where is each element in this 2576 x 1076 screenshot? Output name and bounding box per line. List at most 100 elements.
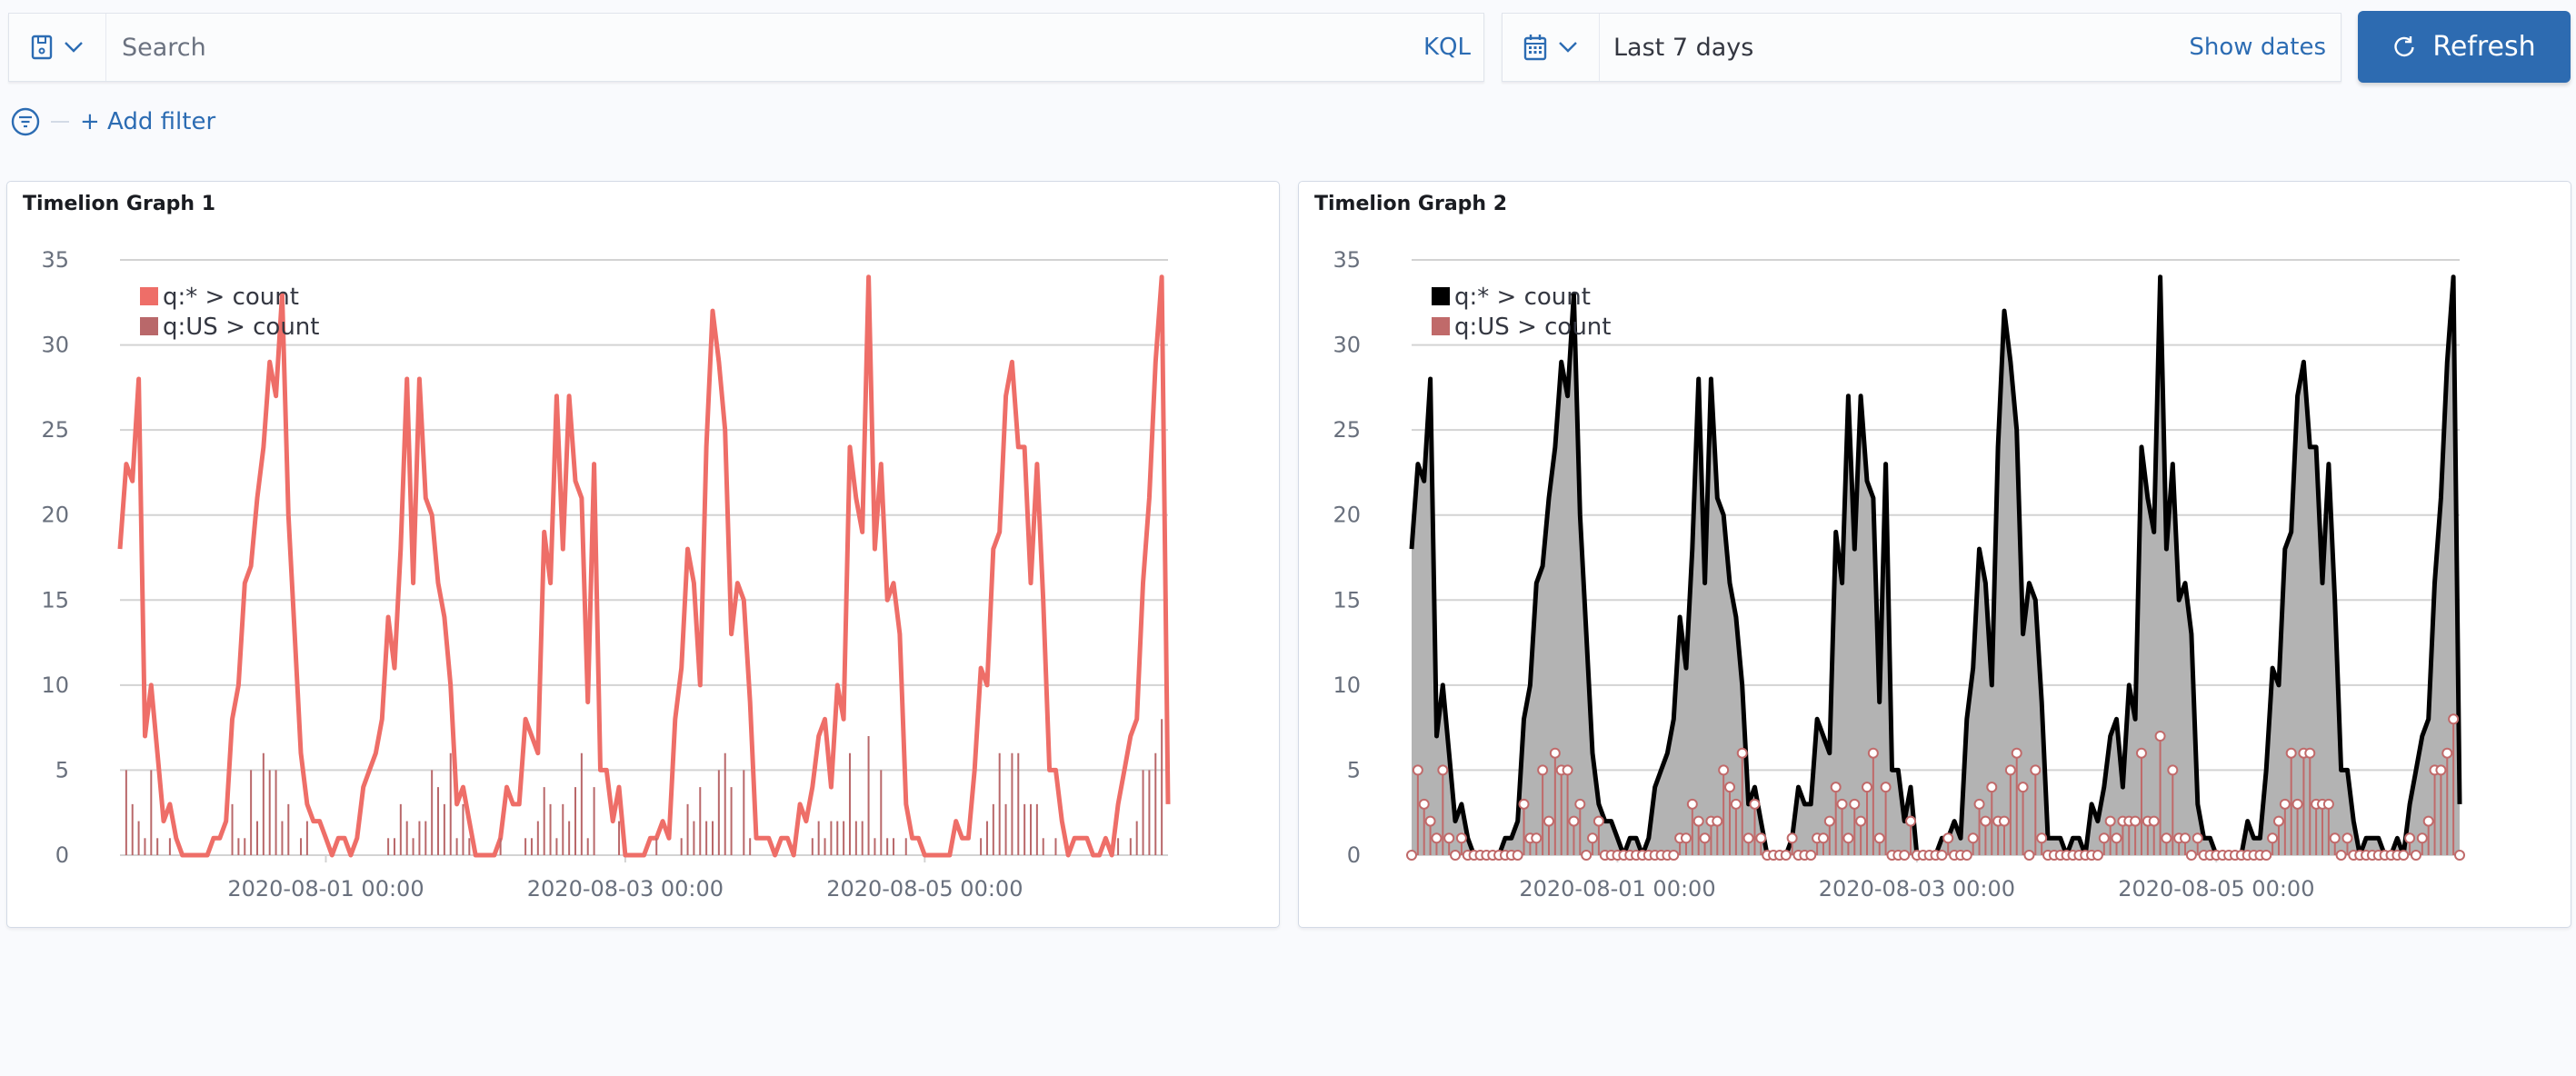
data-point — [1450, 850, 1462, 861]
data-point — [1936, 850, 1948, 861]
divider — [51, 121, 69, 123]
data-point — [1836, 798, 1848, 810]
saved-query-button[interactable] — [9, 14, 106, 81]
data-point — [2111, 832, 2122, 844]
legend-swatch — [1432, 317, 1450, 335]
show-dates-link[interactable]: Show dates — [2189, 34, 2326, 61]
y-tick-label: 0 — [55, 842, 69, 868]
filter-icon[interactable] — [11, 107, 40, 136]
data-point — [1899, 850, 1911, 861]
data-point — [2404, 832, 2416, 844]
x-tick-label: 2020-08-01 00:00 — [227, 876, 424, 902]
data-point — [2329, 832, 2341, 844]
y-tick-label: 20 — [1333, 503, 1361, 528]
data-point — [2023, 850, 2035, 861]
y-tick-label: 25 — [41, 417, 69, 443]
legend-swatch — [140, 317, 158, 335]
date-picker: Last 7 days Show dates — [1502, 13, 2341, 82]
data-point — [2410, 850, 2421, 861]
filter-bar: + Add filter — [11, 104, 215, 140]
data-point — [1587, 832, 1599, 844]
data-point — [1830, 782, 1842, 793]
data-point — [1680, 832, 1692, 844]
panel-title: Timelion Graph 2 — [1314, 193, 1508, 215]
data-point — [1562, 764, 1573, 776]
data-point — [1817, 832, 1829, 844]
data-point — [2279, 798, 2291, 810]
search-input[interactable] — [120, 32, 1351, 63]
data-point — [2036, 832, 2048, 844]
date-range-value[interactable]: Last 7 days — [1613, 33, 1754, 62]
data-point — [2322, 798, 2334, 810]
timelion-panel-2: Timelion Graph 2 0 5 10 15 20 25 30 35 2020-08-0… — [1298, 181, 2571, 928]
data-point — [2030, 764, 2042, 776]
data-point — [1443, 832, 1455, 844]
x-tick-label: 2020-08-03 00:00 — [1819, 876, 2015, 902]
x-tick-label: 2020-08-05 00:00 — [2118, 876, 2314, 902]
data-point — [1823, 815, 1835, 827]
series-line — [117, 274, 1171, 858]
data-point — [2335, 850, 2347, 861]
y-tick-label: 0 — [1347, 842, 1361, 868]
data-point — [2416, 832, 2428, 844]
data-point — [1742, 832, 1754, 844]
data-point — [2185, 850, 2197, 861]
add-filter-button[interactable]: + Add filter — [80, 108, 216, 135]
x-tick-label: 2020-08-01 00:00 — [1519, 876, 1715, 902]
data-point — [2454, 850, 2465, 861]
data-point — [2435, 764, 2447, 776]
y-tick-label: 10 — [1333, 672, 1361, 698]
y-tick-label: 35 — [41, 247, 69, 273]
x-tick-label: 2020-08-05 00:00 — [826, 876, 1023, 902]
data-point — [1455, 832, 1467, 844]
data-point — [2098, 832, 2110, 844]
data-point — [1998, 815, 2010, 827]
refresh-button[interactable]: Refresh — [2358, 11, 2571, 83]
data-point — [1855, 815, 1867, 827]
data-point — [1730, 798, 1742, 810]
data-point — [2267, 832, 2279, 844]
data-point — [1842, 832, 1854, 844]
y-tick-label: 20 — [41, 503, 69, 528]
y-tick-label: 5 — [1347, 757, 1361, 782]
data-point — [2192, 832, 2203, 844]
kql-toggle[interactable]: KQL — [1423, 34, 1471, 61]
y-tick-label: 25 — [1333, 417, 1361, 443]
y-tick-label: 30 — [1333, 333, 1361, 358]
refresh-label: Refresh — [2432, 31, 2536, 63]
x-tick-label: 2020-08-03 00:00 — [527, 876, 724, 902]
legend-swatch — [1432, 287, 1450, 305]
data-point — [1512, 850, 1523, 861]
data-point — [2272, 815, 2284, 827]
data-point — [2092, 850, 2103, 861]
data-point — [1518, 798, 1530, 810]
data-point — [1568, 815, 1580, 827]
data-point — [1849, 798, 1861, 810]
data-point — [1593, 815, 1604, 827]
data-point — [1699, 832, 1711, 844]
data-point — [1431, 832, 1443, 844]
data-point — [2154, 731, 2166, 742]
data-point — [1736, 747, 1748, 759]
y-tick-label: 10 — [41, 672, 69, 698]
data-point — [1867, 747, 1879, 759]
data-point — [1581, 850, 1593, 861]
data-point — [1873, 832, 1885, 844]
data-point — [2441, 747, 2453, 759]
y-tick-label: 5 — [55, 757, 69, 782]
data-point — [1749, 798, 1761, 810]
y-tick-label: 15 — [1333, 587, 1361, 613]
data-point — [2180, 832, 2192, 844]
quick-select-button[interactable] — [1503, 14, 1600, 81]
data-point — [2261, 850, 2272, 861]
data-point — [2448, 713, 2460, 725]
y-tick-label: 35 — [1333, 247, 1361, 273]
data-point — [1780, 850, 1792, 861]
legend-swatch — [140, 287, 158, 305]
data-point — [1755, 832, 1767, 844]
timelion-chart-2: 0 5 10 15 20 25 30 35 2020-08-01 00:00 2020-08-03… — [1333, 247, 2465, 902]
data-point — [1942, 832, 1954, 844]
data-point — [1724, 782, 1736, 793]
data-point — [2017, 782, 2029, 793]
data-point — [2341, 832, 2353, 844]
